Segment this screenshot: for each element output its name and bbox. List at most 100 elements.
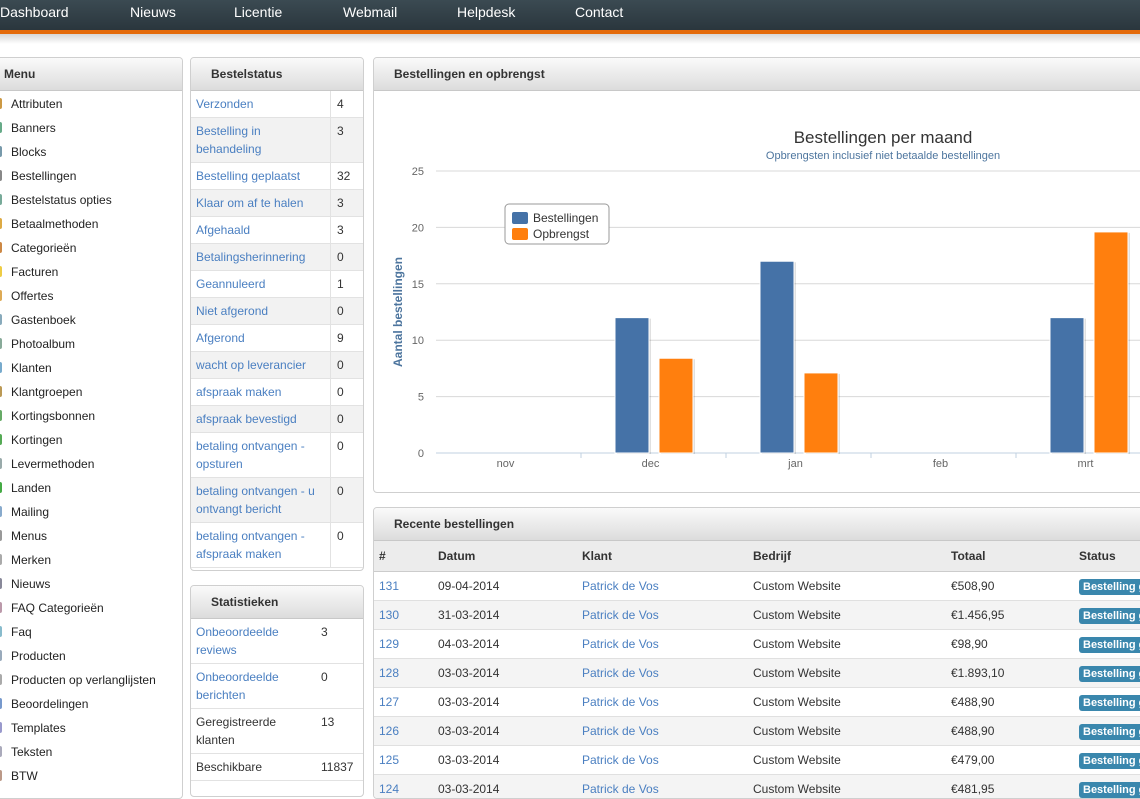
menu-item-label: Betaalmethoden xyxy=(11,217,98,231)
menu-item-icon xyxy=(0,266,2,277)
menu-item-gastenboek[interactable]: Gastenboek xyxy=(0,308,182,332)
menu-item-banners[interactable]: Banners xyxy=(0,116,182,140)
status-link[interactable]: Betalingsherinnering xyxy=(191,244,330,270)
menu-item-photoalbum[interactable]: Photoalbum xyxy=(0,332,182,356)
nav-webmail[interactable]: Webmail xyxy=(343,4,397,20)
order-id-link[interactable]: 129 xyxy=(379,637,399,651)
menu-item-kortingen[interactable]: Kortingen xyxy=(0,428,182,452)
status-count: 0 xyxy=(330,478,363,522)
menu-item-bestellingen[interactable]: Bestellingen xyxy=(0,164,182,188)
order-client-link[interactable]: Patrick de Vos xyxy=(582,608,659,622)
legend-swatch xyxy=(512,212,528,224)
order-id-link[interactable]: 131 xyxy=(379,579,399,593)
menu-item-faq-categorieen[interactable]: FAQ Categorieën xyxy=(0,596,182,620)
status-link[interactable]: Geannuleerd xyxy=(191,271,330,297)
order-company: Custom Website xyxy=(752,688,950,717)
status-badge: Bestelling g xyxy=(1079,782,1140,798)
status-link[interactable]: betaling ontvangen - opsturen xyxy=(191,433,330,477)
menu-item-btw[interactable]: BTW xyxy=(0,764,182,788)
col-bedrijf: Bedrijf xyxy=(752,541,950,572)
menu-item-icon xyxy=(0,290,2,301)
menu-item-blocks[interactable]: Blocks xyxy=(0,140,182,164)
status-link[interactable]: Afgehaald xyxy=(191,217,330,243)
order-client-link[interactable]: Patrick de Vos xyxy=(582,695,659,709)
menu-item-levermethoden[interactable]: Levermethoden xyxy=(0,452,182,476)
menu-item-merken[interactable]: Merken xyxy=(0,548,182,572)
menu-item-kortingsbonnen[interactable]: Kortingsbonnen xyxy=(0,404,182,428)
status-link[interactable]: afspraak bevestigd xyxy=(191,406,330,432)
status-count: 4 xyxy=(330,91,363,117)
order-client-link[interactable]: Patrick de Vos xyxy=(582,782,659,796)
menu-item-beoordelingen[interactable]: Beoordelingen xyxy=(0,692,182,716)
status-link[interactable]: Klaar om af te halen xyxy=(191,190,330,216)
menu-item-icon xyxy=(0,506,2,517)
chart-subtitle: Opbrengsten inclusief niet betaalde best… xyxy=(766,150,1000,162)
menu-item-label: Mailing xyxy=(11,505,49,519)
menu-item-faq[interactable]: Faq xyxy=(0,620,182,644)
menu-item-label: Facturen xyxy=(11,265,58,279)
nav-licentie[interactable]: Licentie xyxy=(234,4,282,20)
menu-item-nieuws[interactable]: Nieuws xyxy=(0,572,182,596)
status-link[interactable]: Bestelling in behandeling xyxy=(191,118,330,162)
menu-item-icon xyxy=(0,674,2,685)
order-client-link[interactable]: Patrick de Vos xyxy=(582,753,659,767)
order-id-link[interactable]: 126 xyxy=(379,724,399,738)
order-date: 04-03-2014 xyxy=(437,630,581,659)
statistic-label[interactable]: Onbeoordeelde berichten xyxy=(191,664,316,708)
menu-item-betaalmethoden[interactable]: Betaalmethoden xyxy=(0,212,182,236)
status-link[interactable]: betaling ontvangen - afspraak maken xyxy=(191,523,330,567)
nav-contact[interactable]: Contact xyxy=(575,4,623,20)
status-count: 0 xyxy=(330,406,363,432)
menu-item-producten-op-verlanglijsten[interactable]: Producten op verlanglijsten xyxy=(0,668,182,692)
menu-item-icon xyxy=(0,338,2,349)
nav-dashboard[interactable]: Dashboard xyxy=(0,4,69,20)
order-client-link[interactable]: Patrick de Vos xyxy=(582,724,659,738)
menu-item-klanten[interactable]: Klanten xyxy=(0,356,182,380)
status-link[interactable]: wacht op leverancier xyxy=(191,352,330,378)
statistic-label[interactable]: Onbeoordeelde reviews xyxy=(191,619,316,663)
menu-item-landen[interactable]: Landen xyxy=(0,476,182,500)
status-link[interactable]: afspraak maken xyxy=(191,379,330,405)
bar-bestellingen xyxy=(1050,318,1084,453)
order-id-link[interactable]: 125 xyxy=(379,753,399,767)
menu-item-icon xyxy=(0,650,2,661)
menu-item-label: Categorieën xyxy=(11,241,76,255)
bar-bestellingen xyxy=(615,318,649,453)
status-link[interactable]: Verzonden xyxy=(191,91,330,117)
order-id-link[interactable]: 128 xyxy=(379,666,399,680)
status-link[interactable]: Bestelling geplaatst xyxy=(191,163,330,189)
status-link[interactable]: Afgerond xyxy=(191,325,330,351)
order-id-link[interactable]: 130 xyxy=(379,608,399,622)
order-id-link[interactable]: 124 xyxy=(379,782,399,796)
menu-item-teksten[interactable]: Teksten xyxy=(0,740,182,764)
order-id-link[interactable]: 127 xyxy=(379,695,399,709)
order-client-link[interactable]: Patrick de Vos xyxy=(582,666,659,680)
nav-nieuws[interactable]: Nieuws xyxy=(130,4,176,20)
nav-helpdesk[interactable]: Helpdesk xyxy=(457,4,515,20)
menu-item-icon xyxy=(0,194,2,205)
menu-item-categorieen[interactable]: Categorieën xyxy=(0,236,182,260)
status-link[interactable]: betaling ontvangen - u ontvangt bericht xyxy=(191,478,330,522)
menu-item-producten[interactable]: Producten xyxy=(0,644,182,668)
order-client-link[interactable]: Patrick de Vos xyxy=(582,637,659,651)
order-company: Custom Website xyxy=(752,717,950,746)
status-link[interactable]: Niet afgerond xyxy=(191,298,330,324)
menu-item-attributen[interactable]: Attributen xyxy=(0,92,182,116)
menu-item-templates[interactable]: Templates xyxy=(0,716,182,740)
menu-item-bestelstatus-opties[interactable]: Bestelstatus opties xyxy=(0,188,182,212)
menu-item-offertes[interactable]: Offertes xyxy=(0,284,182,308)
menu-item-menus[interactable]: Menus xyxy=(0,524,182,548)
menu-item-klantgroepen[interactable]: Klantgroepen xyxy=(0,380,182,404)
menu-item-facturen[interactable]: Facturen xyxy=(0,260,182,284)
menu-item-mailing[interactable]: Mailing xyxy=(0,500,182,524)
order-client-link[interactable]: Patrick de Vos xyxy=(582,579,659,593)
